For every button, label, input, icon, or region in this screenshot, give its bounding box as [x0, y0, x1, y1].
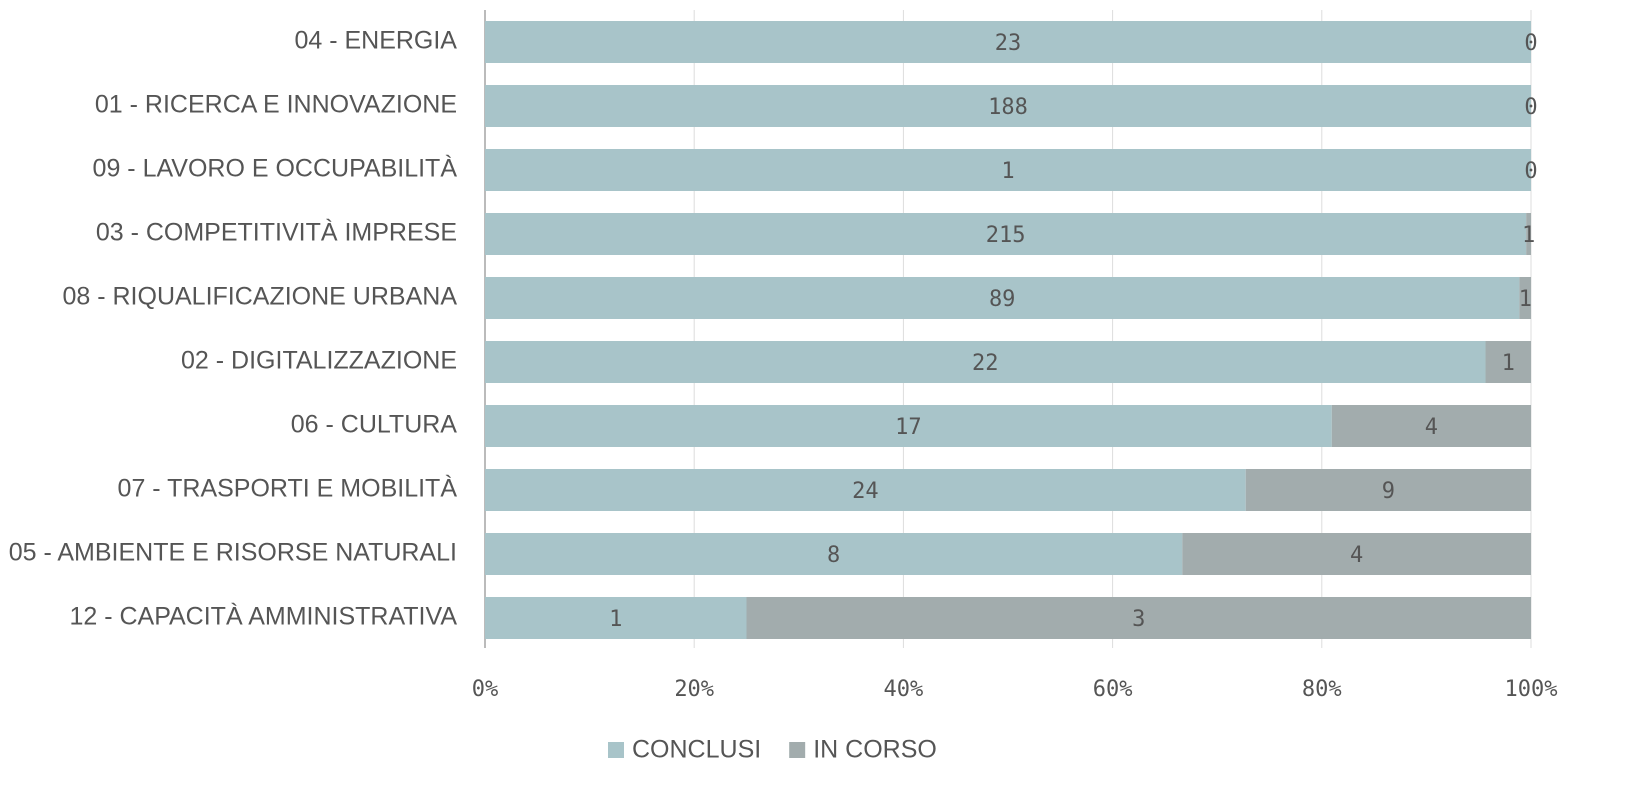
bar-segment — [485, 469, 1246, 511]
data-label: 0 — [1524, 159, 1537, 184]
data-label: 3 — [1132, 607, 1145, 632]
data-label: 4 — [1425, 415, 1438, 440]
bar-segment — [485, 213, 1527, 255]
x-tick-label: 80% — [1302, 677, 1342, 702]
y-tick-label: 02 - DIGITALIZZAZIONE — [181, 347, 457, 375]
x-tick-label: 100% — [1505, 677, 1558, 702]
bar-segment — [485, 597, 747, 639]
x-tick-label: 40% — [884, 677, 924, 702]
bar-segment — [485, 149, 1531, 191]
y-tick-label: 08 - RIQUALIFICAZIONE URBANA — [62, 283, 457, 311]
legend-label: CONCLUSI — [632, 736, 761, 764]
x-tick-label: 0% — [472, 677, 499, 702]
y-tick-label: 07 - TRASPORTI E MOBILITÀ — [118, 474, 458, 503]
data-label: 0 — [1524, 95, 1537, 120]
y-tick-label: 03 - COMPETITIVITÀ IMPRESE — [96, 218, 457, 247]
y-tick-label: 01 - RICERCA E INNOVAZIONE — [95, 91, 457, 119]
bar-segment — [1331, 405, 1531, 447]
data-label: 22 — [972, 351, 999, 376]
data-label: 17 — [895, 415, 922, 440]
bar-segment — [1526, 213, 1531, 255]
x-tick-label: 60% — [1093, 677, 1133, 702]
bar-segment — [485, 405, 1332, 447]
legend-swatch — [608, 742, 624, 758]
data-label: 1 — [1502, 351, 1515, 376]
data-label: 215 — [986, 223, 1026, 248]
data-label: 4 — [1350, 543, 1363, 568]
bar-segment — [485, 533, 1183, 575]
y-tick-label: 09 - LAVORO E OCCUPABILITÀ — [93, 154, 458, 183]
x-tick-label: 20% — [674, 677, 714, 702]
bar-segment — [1519, 277, 1531, 319]
data-label: 1 — [1522, 223, 1535, 248]
legend-swatch — [789, 742, 806, 758]
bar-segment — [1485, 341, 1531, 383]
data-label: 8 — [827, 543, 840, 568]
y-tick-label: 04 - ENERGIA — [294, 27, 457, 55]
bar-segment — [1245, 469, 1531, 511]
data-label: 1 — [1001, 159, 1014, 184]
data-label: 89 — [989, 287, 1016, 312]
bar-segment — [485, 21, 1531, 63]
data-label: 1 — [1519, 287, 1532, 312]
y-tick-label: 12 - CAPACITÀ AMMINISTRATIVA — [69, 602, 457, 631]
bar-segment — [485, 277, 1520, 319]
data-label: 23 — [995, 31, 1022, 56]
y-tick-label: 05 - AMBIENTE E RISORSE NATURALI — [9, 539, 457, 567]
legend-label: IN CORSO — [813, 736, 937, 764]
data-label: 24 — [852, 479, 879, 504]
data-label: 0 — [1524, 31, 1537, 56]
data-label: 1 — [609, 607, 622, 632]
bar-segment — [485, 341, 1486, 383]
data-label: 9 — [1382, 479, 1395, 504]
bar-segment — [485, 85, 1531, 127]
bar-segment — [1182, 533, 1531, 575]
data-label: 188 — [988, 95, 1028, 120]
y-tick-label: 06 - CULTURA — [291, 411, 458, 439]
bar-segment — [746, 597, 1531, 639]
